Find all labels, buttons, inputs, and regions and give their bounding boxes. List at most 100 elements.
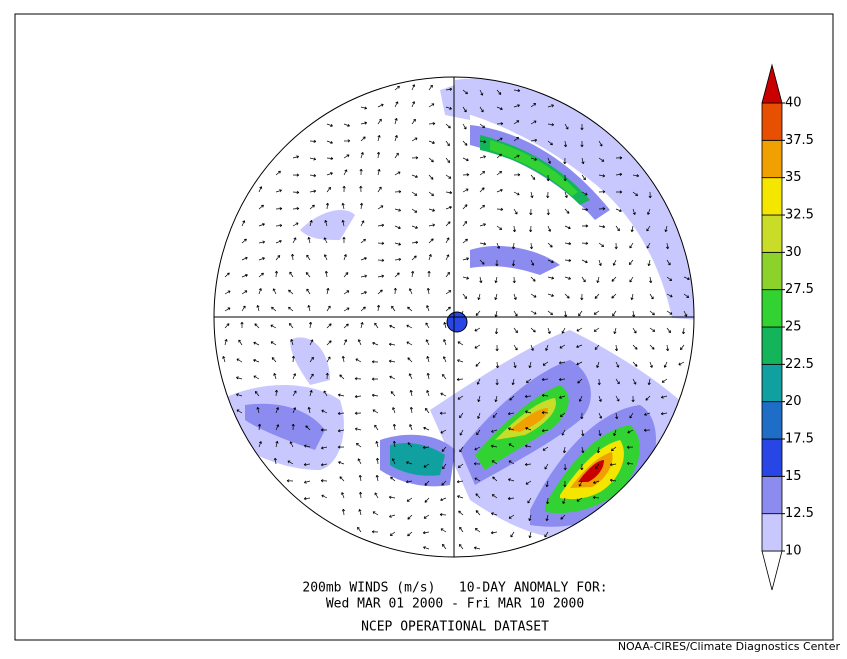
wind-arrow — [309, 219, 313, 227]
wind-arrow — [609, 463, 617, 467]
wind-arrow — [256, 406, 260, 414]
wind-arrow — [428, 238, 434, 244]
wind-arrow — [612, 259, 617, 266]
wind-arrow — [326, 140, 333, 144]
wind-arrow — [292, 373, 297, 380]
wind-arrow — [289, 271, 294, 278]
credit: NOAA-CIRES/Climate Diagnostics Center — [618, 640, 841, 653]
wind-arrow — [528, 514, 532, 522]
wind-arrow — [513, 293, 517, 300]
wind-arrow — [236, 358, 243, 363]
wind-arrow — [564, 258, 572, 262]
wind-arrow — [541, 429, 549, 433]
wind-arrow — [337, 393, 345, 397]
wind-arrow — [392, 440, 396, 448]
wind-arrow — [631, 395, 635, 403]
wind-arrow — [632, 208, 636, 215]
wind-arrow — [372, 511, 379, 516]
wind-arrow — [394, 257, 402, 262]
wind-arrow — [666, 310, 673, 315]
wind-arrow — [524, 410, 532, 414]
wind-arrow — [479, 106, 484, 113]
wind-arrow — [547, 327, 551, 334]
wind-arrow — [321, 494, 328, 499]
colorbar-label: 40 — [785, 96, 802, 111]
colorbar-band — [761, 401, 783, 440]
wind-arrow — [530, 157, 537, 161]
wind-arrow — [288, 306, 294, 312]
wind-arrow — [581, 276, 586, 283]
wind-arrow — [547, 276, 555, 280]
wind-arrow — [326, 323, 332, 329]
wind-arrow — [530, 327, 536, 333]
wind-arrow — [341, 202, 345, 210]
wind-arrow — [394, 135, 398, 142]
wind-arrow — [494, 395, 498, 403]
wind-arrow — [580, 123, 584, 131]
wind-arrow — [354, 394, 362, 399]
wind-arrow — [407, 514, 413, 520]
wind-arrow — [665, 242, 670, 250]
wind-arrow — [496, 89, 502, 95]
wind-arrow — [495, 344, 499, 352]
wind-arrow — [426, 287, 430, 295]
wind-arrow — [270, 324, 277, 329]
colorbar-band — [761, 475, 783, 515]
wind-arrow — [323, 237, 328, 244]
wind-arrow — [476, 429, 481, 436]
wind-arrow — [479, 187, 485, 193]
wind-arrow — [578, 480, 583, 487]
wind-arrow — [458, 543, 464, 550]
wind-arrow — [309, 204, 315, 210]
wind-arrow — [545, 480, 549, 488]
wind-arrow — [491, 460, 498, 465]
wind-arrow — [291, 253, 295, 261]
wind-arrow — [547, 140, 553, 146]
wind-arrow — [528, 531, 532, 539]
wind-arrow — [683, 276, 690, 281]
wind-arrow — [343, 290, 350, 295]
wind-arrow — [411, 101, 416, 108]
wind-arrow — [462, 140, 468, 146]
wind-arrow — [342, 185, 346, 193]
wind-arrow — [562, 497, 566, 504]
wind-arrow — [547, 293, 554, 297]
wind-arrow — [305, 425, 311, 431]
wind-arrow — [626, 445, 634, 449]
wind-arrow — [307, 406, 311, 414]
wind-arrow — [389, 514, 396, 518]
wind-arrow — [258, 257, 265, 261]
wind-arrow — [547, 157, 551, 164]
wind-arrow — [326, 356, 331, 363]
wind-arrow — [496, 153, 502, 159]
wind-arrow — [547, 310, 553, 316]
wind-arrow — [354, 377, 362, 381]
wind-arrow — [411, 191, 418, 196]
wind-arrow — [440, 497, 447, 502]
wind-arrow — [258, 186, 263, 193]
wind-arrow — [377, 274, 385, 278]
colorbar-label: 22.5 — [785, 357, 814, 372]
wind-arrow — [462, 204, 468, 210]
wind-arrow — [224, 323, 230, 329]
wind-arrow — [462, 106, 467, 113]
wind-arrow — [490, 531, 498, 535]
wind-arrow — [615, 361, 620, 368]
wind-arrow — [343, 154, 350, 159]
wind-arrow — [457, 341, 464, 346]
wind-arrow — [508, 478, 515, 482]
wind-arrow — [527, 497, 532, 504]
wind-arrow — [666, 344, 670, 352]
wind-arrow — [476, 378, 481, 385]
wind-arrow — [371, 360, 379, 364]
wind-arrow — [546, 174, 550, 182]
wind-arrow — [459, 429, 464, 436]
wind-arrow — [610, 446, 617, 452]
wind-arrow — [628, 259, 634, 266]
wind-arrow — [275, 189, 282, 193]
wind-arrow — [343, 307, 350, 312]
wind-arrow — [496, 225, 503, 230]
wind-arrow — [343, 169, 348, 176]
wind-arrow — [326, 156, 334, 161]
wind-arrow — [441, 373, 447, 380]
